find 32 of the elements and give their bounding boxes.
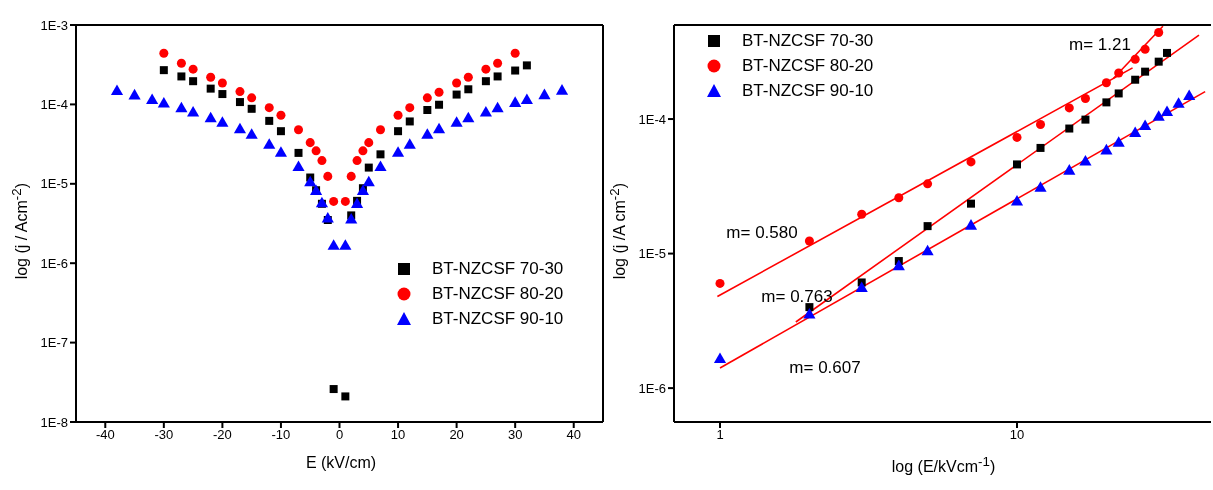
x-tick-label: -20 [212,427,232,443]
x-tick-label: 10 [390,427,406,443]
annotation: m= 0.580 [726,223,798,243]
x-tick-label: -10 [271,427,291,443]
legend-label: BT-NZCSF 70-30 [432,258,564,280]
x-tick-label: 40 [566,427,581,443]
x-tick-label: -40 [95,427,115,443]
x-tick-label: 10 [1009,427,1025,443]
legend-label: BT-NZCSF 90-10 [432,308,564,330]
x-axis-title: log (E/kVcm$^{-1}$) [890,454,997,477]
legend-label: BT-NZCSF 70-30 [742,30,874,52]
y-tick-label: 1E-8 [40,414,68,430]
y-tick-label: 1E-5 [40,176,68,192]
annotation: m= 0.763 [761,287,833,307]
y-tick-label: 1E-4 [638,111,666,127]
x-tick-label: -30 [154,427,174,443]
y-tick-label: 1E-6 [638,380,666,396]
legend-label: BT-NZCSF 80-20 [742,55,874,77]
x-axis-title: E (kV/cm) [304,454,378,472]
y-tick-label: 1E-6 [40,255,68,271]
x-tick-label: 20 [449,427,464,443]
legend-label: BT-NZCSF 80-20 [432,283,564,305]
annotation: m= 0.607 [789,358,861,378]
x-tick-label: 1 [716,427,724,443]
y-tick-label: 1E-7 [40,335,68,351]
annotation: m= 1.21 [1069,35,1131,55]
y-tick-label: 1E-5 [638,246,666,262]
x-tick-label: 0 [335,427,344,443]
y-tick-label: 1E-4 [40,97,68,113]
x-tick-label: 30 [507,427,523,443]
y-tick-label: 1E-3 [40,17,68,33]
legend-label: BT-NZCSF 90-10 [742,80,874,102]
